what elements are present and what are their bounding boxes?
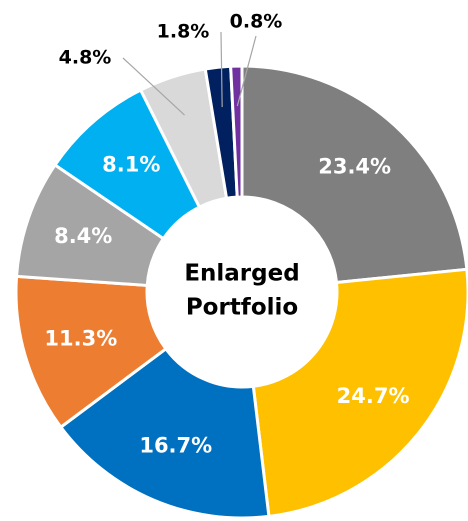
donut-slice: [240, 64, 468, 285]
donut-slice: [251, 267, 468, 519]
slice-label: 24.7%: [337, 384, 410, 408]
center-label: Portfolio: [186, 295, 298, 321]
slice-label: 11.3%: [44, 326, 117, 350]
leader-line: [122, 57, 185, 116]
slice-label: 23.4%: [318, 154, 391, 178]
slice-label: 0.8%: [230, 11, 283, 33]
slice-label: 8.4%: [54, 224, 112, 248]
slice-label: 16.7%: [139, 433, 212, 457]
center-label: Enlarged: [184, 261, 299, 287]
donut-slice: [58, 346, 271, 520]
slice-label: 4.8%: [59, 47, 112, 69]
leader-line: [220, 31, 223, 108]
slice-label: 8.1%: [102, 153, 160, 177]
leader-line: [236, 35, 257, 107]
slice-label: 1.8%: [157, 21, 210, 43]
